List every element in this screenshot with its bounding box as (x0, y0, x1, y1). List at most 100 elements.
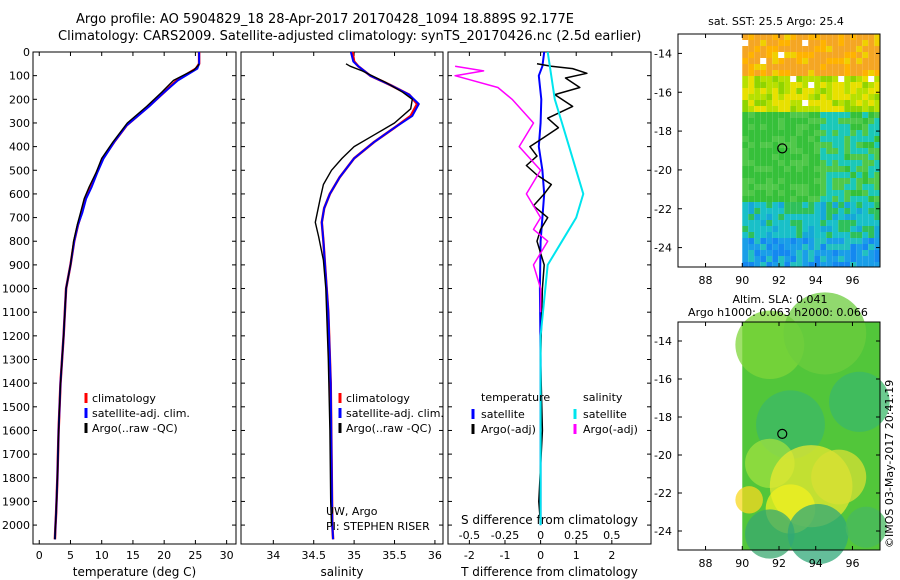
sst-cell (874, 46, 880, 52)
sla-blob (735, 486, 763, 514)
sst-cell (802, 178, 809, 184)
sst-cell (742, 112, 749, 118)
sst-cell (838, 112, 845, 118)
sst-cell (748, 232, 755, 238)
sst-cell (874, 220, 880, 226)
sst-cell (832, 238, 839, 244)
sst-cell (856, 64, 863, 70)
sst-cell (820, 196, 827, 202)
sst-cell (766, 58, 773, 64)
sst-cell (826, 46, 833, 52)
sst-cell (868, 256, 875, 262)
sst-cell (832, 118, 839, 124)
sst-cell (868, 52, 875, 58)
sst-cell (748, 76, 755, 82)
sst-cell (826, 64, 833, 70)
sst-cell (742, 40, 749, 46)
sst-cell (874, 94, 880, 100)
sst-cell (808, 238, 815, 244)
sst-cell (838, 166, 845, 172)
sst-cell (778, 34, 785, 40)
sst-cell (754, 196, 761, 202)
sst-cell (790, 166, 797, 172)
sst-cell (838, 106, 845, 112)
sst-cell (796, 190, 803, 196)
sst-cell (850, 46, 857, 52)
sst-cell (874, 238, 880, 244)
sst-cell (742, 160, 749, 166)
sst-cell (796, 226, 803, 232)
sst-cell (742, 136, 749, 142)
sst-cell (808, 196, 815, 202)
sst-cell (850, 256, 857, 262)
sst-cell (754, 232, 761, 238)
sst-cell (748, 94, 755, 100)
sst-cell (856, 130, 863, 136)
sst-cell (802, 76, 809, 82)
sst-cell (850, 76, 857, 82)
sst-cell (784, 256, 791, 262)
lat-tick-label: -24 (654, 242, 672, 255)
sst-cell (832, 154, 839, 160)
sst-cell (778, 40, 785, 46)
depth-tick-label: 1800 (2, 472, 30, 485)
sst-cell (790, 190, 797, 196)
sst-cell (820, 136, 827, 142)
sst-cell (874, 70, 880, 76)
sst-cell (760, 184, 767, 190)
sst-cell (844, 64, 851, 70)
sst-cell (778, 220, 785, 226)
sst-cell (772, 160, 779, 166)
temp-series-2 (54, 63, 200, 540)
sst-cell (820, 40, 827, 46)
sst-cell (808, 178, 815, 184)
sst-cell (856, 142, 863, 148)
sst-cell (844, 52, 851, 58)
sst-cell (838, 46, 845, 52)
sst-cell (742, 220, 749, 226)
sst-cell (778, 130, 785, 136)
sst-cell (850, 124, 857, 130)
sst-cell (784, 160, 791, 166)
sst-cell (802, 256, 809, 262)
sst-cell (766, 226, 773, 232)
sst-cell (874, 88, 880, 94)
sst-cell (838, 94, 845, 100)
sst-cell (802, 154, 809, 160)
sst-cell (742, 154, 749, 160)
sst-cell (874, 136, 880, 142)
sst-cell (754, 76, 761, 82)
sst-cell (826, 208, 833, 214)
sst-cell (772, 46, 779, 52)
sst-cell (844, 106, 851, 112)
sst-cell (826, 220, 833, 226)
sst-cell (742, 34, 749, 40)
sst-cell (838, 262, 845, 267)
sst-cell (838, 124, 845, 130)
depth-tick-label: 1500 (2, 401, 30, 414)
sst-cell (796, 244, 803, 250)
sst-cell (772, 214, 779, 220)
sst-cell (868, 220, 875, 226)
sst-cell (874, 64, 880, 70)
sst-cell (796, 136, 803, 142)
sst-cell (784, 202, 791, 208)
sst-cell (760, 100, 767, 106)
sst-cell (850, 202, 857, 208)
sst-cell (874, 160, 880, 166)
sst-cell (826, 88, 833, 94)
sst-cell (778, 202, 785, 208)
sst-cell (748, 250, 755, 256)
sst-cell (790, 130, 797, 136)
sst-cell (754, 100, 761, 106)
sst-cell (772, 82, 779, 88)
sst-cell (856, 34, 863, 40)
sst-cell (790, 214, 797, 220)
depth-tick-label: 300 (9, 117, 30, 130)
sst-cell (868, 34, 875, 40)
sst-cell (772, 76, 779, 82)
sst-cell (766, 46, 773, 52)
sst-cell (844, 100, 851, 106)
tdiff-xlabel: T difference from climatology (460, 565, 638, 579)
depth-tick-label: 700 (9, 212, 30, 225)
